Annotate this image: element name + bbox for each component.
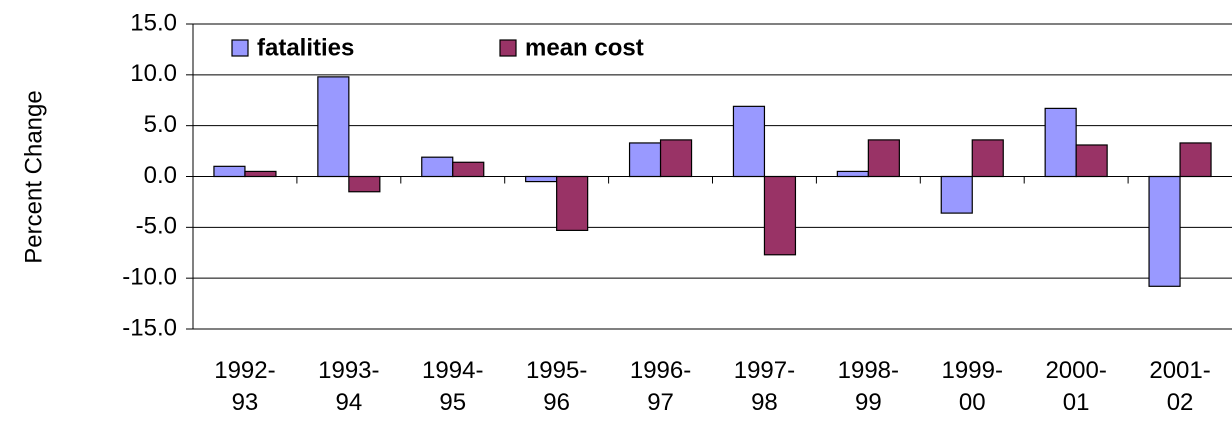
y-axis-title: Percent Change xyxy=(20,90,47,263)
legend-swatch xyxy=(231,39,249,57)
bar xyxy=(940,175,973,214)
bar xyxy=(763,175,797,256)
x-tick-label: 1999-00 xyxy=(941,357,1003,416)
bar xyxy=(317,76,350,178)
x-tick-label: 1993-94 xyxy=(318,357,380,416)
legend-swatch xyxy=(499,39,517,57)
x-tick-label: 1998-99 xyxy=(837,357,900,416)
bar xyxy=(421,156,454,178)
bar xyxy=(971,139,1004,178)
bar xyxy=(732,105,766,178)
x-tick-label: 1992-93 xyxy=(214,357,276,416)
bar xyxy=(1075,144,1108,178)
x-tick-label: 1995-96 xyxy=(525,357,588,416)
bar xyxy=(244,170,277,178)
x-tick-label: 2000-01 xyxy=(1045,357,1107,416)
bar xyxy=(1179,142,1212,178)
bar xyxy=(836,170,869,178)
x-tick-label: 1997-98 xyxy=(733,357,796,416)
y-tick-label: -15.0 xyxy=(122,314,177,341)
bar xyxy=(452,161,485,178)
legend-label: mean cost xyxy=(525,34,644,61)
legend-label: fatalities xyxy=(257,34,354,61)
x-tick-label: 1994-95 xyxy=(422,357,484,416)
y-tick-label: 0.0 xyxy=(144,162,177,189)
bar xyxy=(348,175,381,193)
y-tick-label: -5.0 xyxy=(136,213,177,240)
y-tick-label: 10.0 xyxy=(130,60,177,87)
bar xyxy=(628,142,662,178)
y-tick-label: 15.0 xyxy=(130,9,177,36)
bar xyxy=(659,139,693,178)
bar xyxy=(867,139,900,178)
bar xyxy=(1044,107,1077,178)
bar xyxy=(1148,175,1181,287)
bar xyxy=(213,165,246,178)
bar xyxy=(556,175,589,231)
y-tick-label: 5.0 xyxy=(144,111,177,138)
bar xyxy=(525,175,558,183)
x-tick-label: 1996-97 xyxy=(629,357,692,416)
x-tick-label: 2001-02 xyxy=(1149,357,1211,416)
y-tick-label: -10.0 xyxy=(122,264,177,291)
